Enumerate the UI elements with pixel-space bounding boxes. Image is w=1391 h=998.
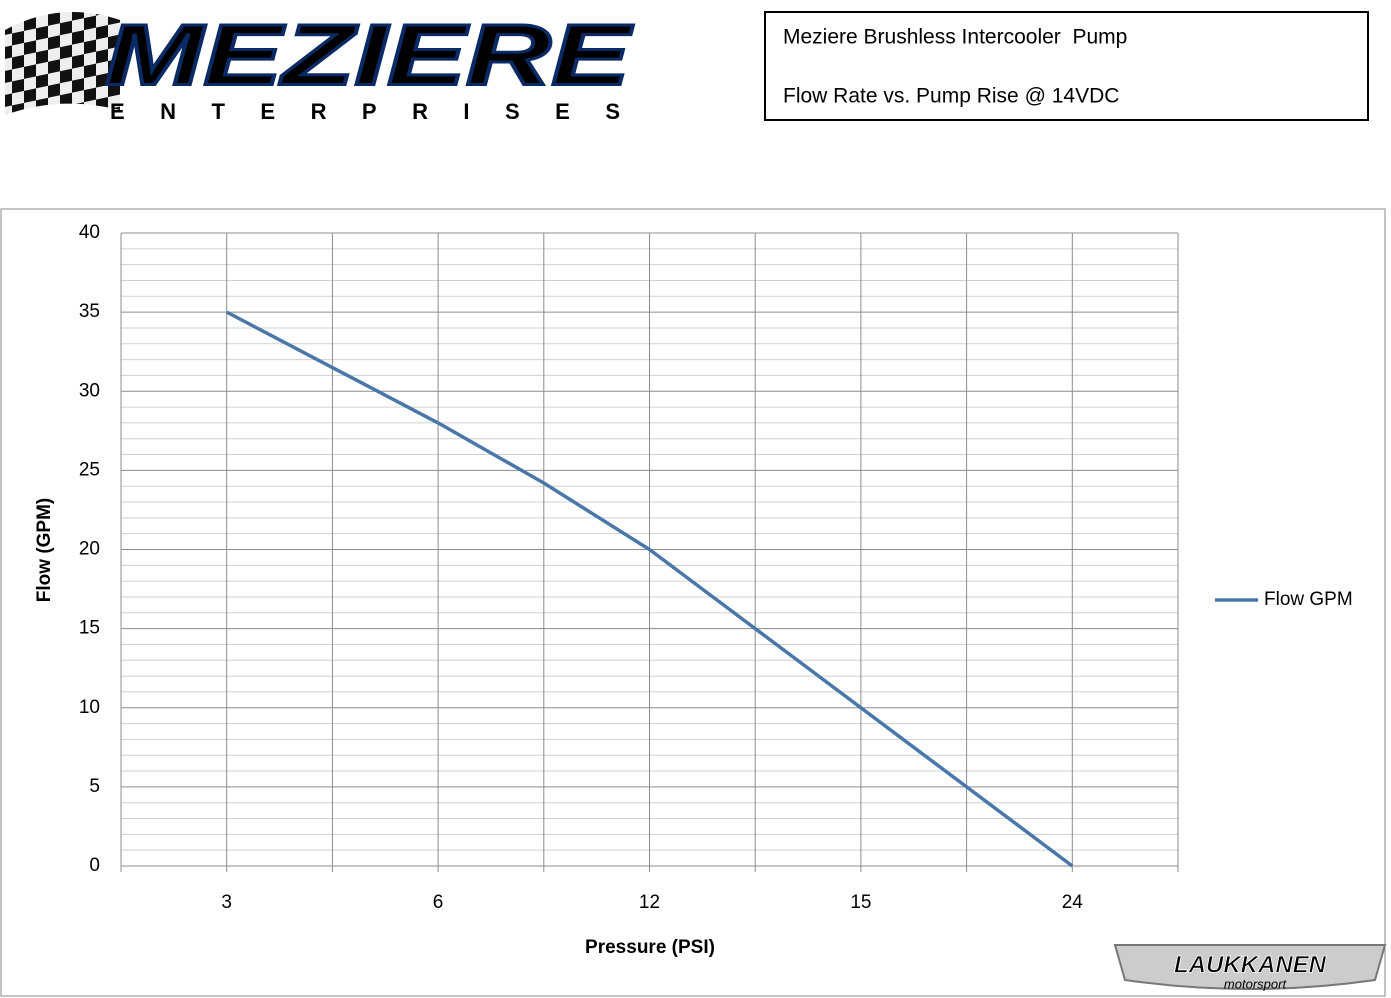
logo: MEZIERE ENTERPRISES xyxy=(5,6,635,124)
y-tick-label: 20 xyxy=(79,539,100,560)
chart-title: Meziere Brushless Intercooler Pump xyxy=(783,26,1127,49)
x-tick-label: 6 xyxy=(433,892,444,913)
x-tick-label: 24 xyxy=(1062,892,1084,913)
watermark-badge xyxy=(1113,944,1387,990)
y-tick-label: 35 xyxy=(79,301,100,322)
y-tick-label: 30 xyxy=(79,380,100,401)
y-tick-label: 25 xyxy=(79,459,100,480)
watermark: LAUKKANEN motorsport xyxy=(1113,944,1387,991)
watermark-name: LAUKKANEN xyxy=(1174,951,1327,978)
y-tick-label: 0 xyxy=(89,855,100,876)
y-tick-label: 10 xyxy=(79,697,100,718)
chart-area xyxy=(0,208,1386,997)
line-series xyxy=(225,310,1074,868)
y-tick-label: 5 xyxy=(89,776,100,797)
chart-subtitle: Flow Rate vs. Pump Rise @ 14VDC xyxy=(783,85,1119,108)
x-tick-label: 12 xyxy=(639,892,660,913)
x-axis-title: Pressure (PSI) xyxy=(585,937,715,958)
x-tick-label: 3 xyxy=(221,892,232,913)
y-tick-label: 40 xyxy=(79,222,100,243)
y-tick-label: 15 xyxy=(79,618,100,639)
watermark-tagline: motorsport xyxy=(1224,976,1288,991)
logo-name: MEZIERE xyxy=(105,8,634,104)
flag xyxy=(5,12,120,115)
legend-label: Flow GPM xyxy=(1264,589,1353,610)
x-tick-label: 15 xyxy=(850,892,871,913)
title-box xyxy=(764,11,1369,121)
y-axis-title: Flow (GPM) xyxy=(34,498,55,602)
